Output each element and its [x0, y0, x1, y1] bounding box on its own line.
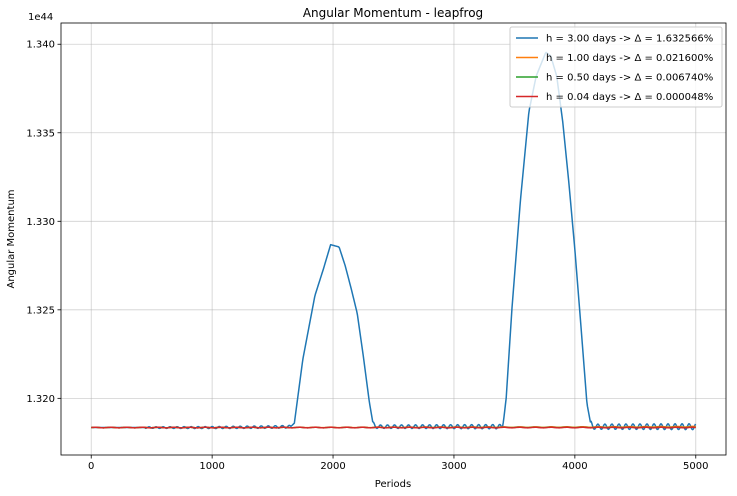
chart-title: Angular Momentum - leapfrog	[303, 6, 483, 20]
x-tick-label: 3000	[441, 461, 466, 472]
legend-entry-1: h = 1.00 days -> Δ = 0.021600%	[546, 53, 713, 64]
plot-frame	[60, 22, 727, 456]
x-axis-label: Periods	[375, 479, 411, 490]
x-tick-label: 1000	[199, 461, 224, 472]
y-tick-label: 1.340	[26, 40, 55, 51]
legend-box	[509, 26, 723, 108]
legend: h = 3.00 days -> Δ = 1.632566% h = 1.00 d…	[509, 26, 723, 108]
legend-entry-0: h = 3.00 days -> Δ = 1.632566%	[546, 34, 713, 45]
ticks: 0 1000 2000 3000 4000 5000 1.320 1.325 1.330 1.33…	[26, 40, 708, 472]
y-tick-label: 1.325	[26, 305, 55, 316]
legend-entry-2: h = 0.50 days -> Δ = 0.006740%	[546, 73, 713, 84]
series-layer	[91, 51, 697, 431]
y-axis-label: Angular Momentum	[6, 189, 17, 288]
y-tick-label: 1.335	[26, 128, 55, 139]
x-tick-label: 0	[88, 461, 94, 472]
x-tick-label: 2000	[320, 461, 345, 472]
y-tick-label: 1.330	[26, 217, 55, 228]
x-tick-label: 5000	[683, 461, 708, 472]
y-offset-label: 1e44	[28, 12, 53, 23]
x-tick-label: 4000	[562, 461, 587, 472]
series-line-3	[91, 426, 696, 429]
legend-entry-3: h = 0.04 days -> Δ = 0.000048%	[546, 92, 713, 103]
y-tick-label: 1.320	[26, 394, 55, 405]
